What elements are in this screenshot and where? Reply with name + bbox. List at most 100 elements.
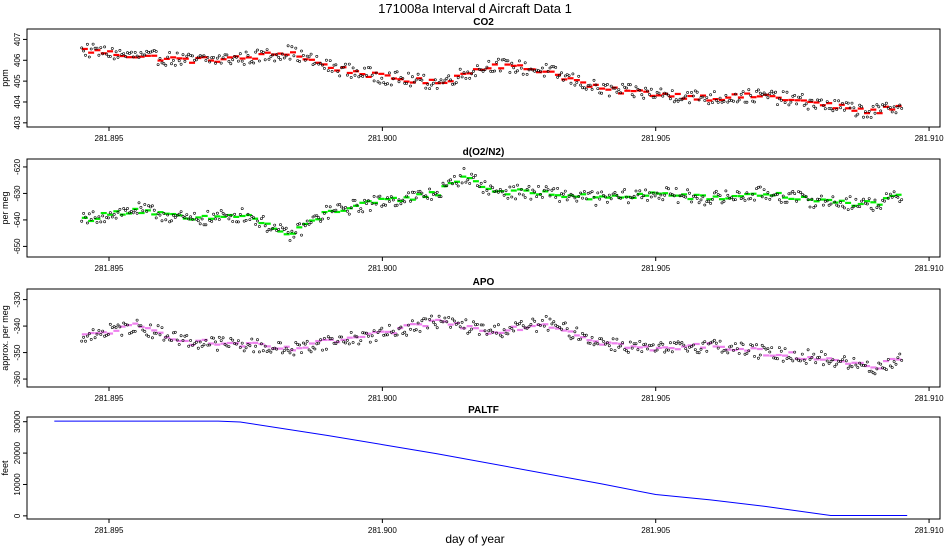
data-point — [869, 116, 873, 119]
data-point — [642, 194, 646, 198]
data-point — [613, 86, 617, 90]
data-point — [357, 75, 361, 79]
data-point — [365, 202, 368, 206]
data-point — [214, 217, 217, 221]
data-point — [563, 189, 567, 193]
data-point — [539, 69, 542, 73]
data-point — [714, 98, 718, 102]
data-point — [196, 346, 200, 350]
data-point — [810, 356, 814, 359]
data-point — [800, 192, 804, 196]
data-point — [890, 366, 894, 369]
data-point — [374, 202, 378, 206]
data-point — [860, 105, 864, 109]
data-point — [152, 208, 156, 212]
data-point — [198, 340, 202, 344]
data-point — [326, 69, 330, 73]
data-point — [309, 350, 313, 354]
data-point — [156, 324, 160, 328]
data-point — [395, 203, 399, 207]
data-point — [852, 204, 856, 208]
data-point — [573, 330, 577, 334]
data-point — [546, 328, 550, 332]
data-point — [491, 330, 495, 334]
data-point — [460, 320, 464, 324]
data-point — [814, 106, 818, 110]
data-point — [198, 222, 202, 226]
data-point — [399, 202, 403, 206]
data-point — [407, 71, 410, 75]
data-point — [120, 333, 124, 337]
data-point — [185, 213, 189, 217]
data-point — [424, 317, 428, 321]
data-point — [827, 203, 831, 207]
data-point — [149, 323, 152, 327]
data-point — [183, 60, 187, 63]
y-tick-label-paltf: 0 — [13, 513, 22, 518]
data-point — [862, 363, 865, 367]
data-point — [322, 211, 326, 215]
data-point — [747, 349, 751, 353]
data-point — [181, 214, 185, 218]
data-point — [279, 58, 282, 61]
data-point — [672, 100, 676, 104]
data-point — [594, 83, 598, 87]
data-point — [678, 342, 682, 346]
data-point — [338, 202, 342, 206]
data-point — [806, 198, 810, 202]
data-point — [435, 190, 439, 194]
data-point — [449, 178, 453, 182]
data-point — [397, 80, 401, 84]
data-point — [118, 49, 122, 52]
data-point — [430, 198, 433, 201]
data-point — [747, 88, 751, 92]
data-point — [305, 339, 309, 343]
data-point — [344, 205, 347, 209]
data-point — [841, 102, 844, 105]
data-point — [818, 197, 821, 201]
data-point — [217, 335, 221, 339]
data-point — [456, 76, 460, 80]
data-point — [865, 360, 869, 364]
data-point — [286, 44, 290, 48]
data-point — [435, 87, 439, 90]
data-point — [126, 323, 129, 327]
data-point — [693, 348, 697, 352]
data-point — [474, 173, 477, 177]
data-point — [581, 196, 584, 200]
data-point — [657, 91, 661, 95]
x-tick-label-co2: 281.905 — [641, 134, 670, 143]
data-point — [617, 88, 621, 92]
data-point — [351, 341, 355, 344]
data-point — [481, 70, 485, 73]
data-point — [97, 329, 101, 332]
data-point — [504, 189, 508, 193]
data-point — [529, 197, 533, 201]
data-point — [273, 59, 277, 63]
data-point — [389, 83, 393, 87]
data-point — [194, 217, 198, 221]
data-point — [431, 320, 435, 324]
data-point — [409, 84, 412, 88]
data-point — [194, 340, 198, 344]
data-point — [674, 98, 678, 102]
data-point — [841, 204, 844, 208]
data-point — [303, 58, 307, 62]
data-point — [730, 344, 734, 348]
data-point — [353, 198, 357, 202]
data-point — [378, 81, 382, 85]
data-point — [324, 347, 328, 351]
data-point — [682, 96, 686, 100]
data-point — [386, 196, 389, 200]
data-point — [753, 100, 756, 104]
data-point — [263, 344, 267, 348]
y-tick-label-paltf: 20000 — [13, 441, 22, 464]
data-point — [433, 78, 437, 82]
data-point — [219, 339, 223, 343]
data-point — [280, 226, 284, 230]
data-point — [843, 108, 846, 112]
data-point — [552, 320, 556, 324]
data-point — [110, 215, 114, 219]
data-point — [699, 347, 703, 351]
data-point — [154, 331, 158, 335]
